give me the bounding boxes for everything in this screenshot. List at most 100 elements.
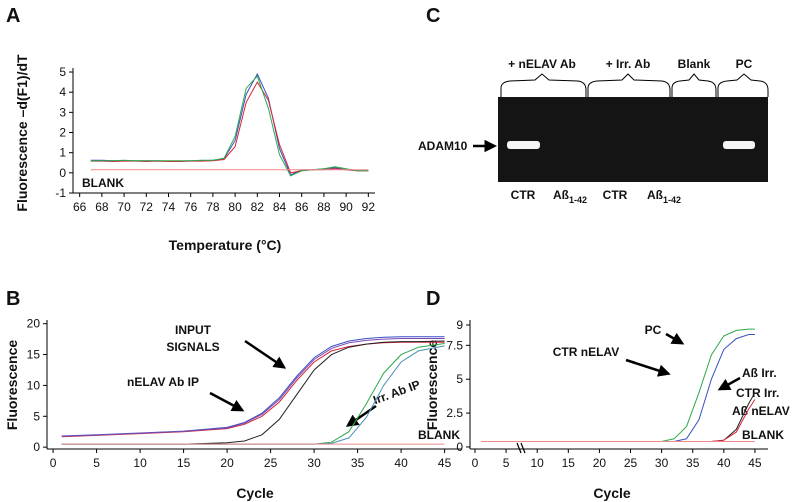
annotation: SIGNALS [166,340,219,354]
x-tick-label: 76 [184,200,198,214]
x-tick-label: 78 [206,200,220,214]
group-label: + Irr. Ab [606,57,651,71]
x-tick-label: 15 [562,456,576,470]
lane-text: CTR [603,188,628,202]
arrow [717,376,741,391]
y-tick-label: 2 [59,126,66,140]
arrow [345,404,377,427]
panel-label: A [6,5,20,27]
series-line [481,392,756,442]
bracket [671,73,717,97]
y-tick-label: 1 [59,146,66,160]
series-line [90,75,369,177]
x-tick-label: 45 [748,456,762,470]
bracket [500,73,587,97]
gel-band [507,141,540,149]
series-line [90,81,369,174]
band-label: ADAM10 [418,139,468,153]
bracket [717,73,769,97]
annotation: CTR nELAV [553,345,619,359]
arrow [209,391,245,412]
lane-label: Aß1-42 [553,188,587,205]
x-tick-label: 20 [220,456,234,470]
group-label: Blank [678,57,711,71]
lane-label: Aß1-42 [647,188,681,205]
x-tick-label: 66 [73,200,87,214]
series-line [90,72,369,176]
lane-label: CTR [511,188,536,202]
annotation: INPUT [175,323,212,337]
series-line [61,338,445,437]
annotation: PC [645,323,662,337]
y-tick-label: 3 [59,105,66,119]
x-tick-label: 10 [133,456,147,470]
y-tick-label: -1 [55,186,66,200]
lane-text: CTR [511,188,536,202]
x-tick-label: 25 [264,456,278,470]
y-tick-label: 0 [456,440,463,454]
bracket [587,73,671,97]
lane-text: Aß [553,188,569,202]
y-tick-label: 20 [27,317,41,331]
y-tick-label: 5 [456,372,463,386]
arrow [625,358,671,377]
x-tick-label: 5 [503,456,510,470]
x-tick-label: 80 [228,200,242,214]
x-tick-label: 40 [717,456,731,470]
y-tick-label: 7.5 [446,338,463,352]
y-tick-label: 10 [27,378,41,392]
x-axis-title: Cycle [593,485,631,501]
y-tick-label: 5 [59,65,66,79]
x-axis-title: Cycle [236,485,274,501]
y-tick-label: 15 [27,348,41,362]
group-label: PC [736,57,753,71]
annotation: BLANK [82,176,124,190]
gel-band [723,141,755,149]
x-tick-label: 82 [251,200,265,214]
x-tick-label: 72 [140,200,154,214]
x-tick-label: 84 [273,200,287,214]
x-tick-label: 25 [624,456,638,470]
gel-image [498,97,768,182]
arrow [665,332,685,345]
group-label: + nELAV Ab [508,57,576,71]
annotation: BLANK [418,428,460,442]
panel-label: D [426,288,440,310]
y-axis-title: Fluorescence –d(F1)/dT [14,54,30,212]
x-tick-label: 30 [655,456,669,470]
lane-subscript: 1-42 [569,195,587,205]
annotation: CTR Irr. [736,386,779,400]
y-axis-title: Fluorescence [424,340,440,430]
x-tick-label: 45 [438,456,452,470]
x-tick-label: 15 [177,456,191,470]
axis-break [520,442,526,454]
panel-label: B [6,288,20,310]
y-tick-label: 4 [59,85,66,99]
y-tick-label: 5 [33,409,40,423]
y-axis-title: Fluorescence [4,340,20,430]
annotation: Aß nELAV [732,404,790,418]
x-tick-label: 86 [295,200,309,214]
x-tick-label: 92 [362,200,376,214]
lane-subscript: 1-42 [663,195,681,205]
panel-label: C [426,5,440,27]
y-tick-label: 0 [33,440,40,454]
x-tick-label: 90 [339,200,353,214]
lane-text: Aß [647,188,663,202]
x-tick-label: 40 [394,456,408,470]
lane-label: CTR [603,188,628,202]
x-tick-label: 70 [117,200,131,214]
x-tick-label: 10 [531,456,545,470]
x-tick-label: 35 [351,456,365,470]
annotation: nELAV Ab IP [127,375,199,389]
gel: + nELAV Ab + Irr. Ab Blank PC ADAM10 CTR… [418,57,769,205]
x-tick-label: 68 [95,200,109,214]
x-tick-label: 0 [472,456,479,470]
x-tick-label: 30 [307,456,321,470]
y-tick-label: 0 [59,166,66,180]
arrow [244,339,287,369]
x-tick-label: 0 [50,456,57,470]
x-tick-label: 35 [686,456,700,470]
axis-break [516,442,522,454]
